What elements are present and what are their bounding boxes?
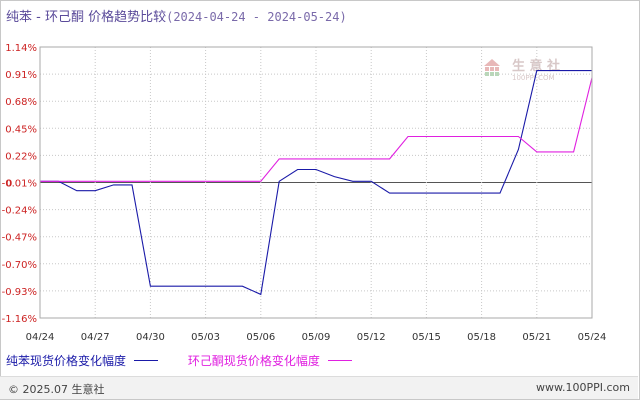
- footer-website-link[interactable]: www.100PPI.com: [536, 381, 630, 394]
- legend-label-cyclohexanone: 环己酮现货价格变化幅度: [187, 354, 320, 368]
- chart-svg: 生 意 社 100PPI.COM 1.14% 0.91% 0.68% 0.45% 0.2…: [2, 43, 607, 340]
- grid: [39, 46, 593, 319]
- y-tick-label: -0.93%: [2, 287, 37, 298]
- chart-title-period: (2024-04-24 - 2024-05-24): [166, 10, 347, 24]
- watermark-logo: 生 意 社 100PPI.COM: [484, 58, 560, 82]
- chart-title-main: 纯苯 - 环己酮 价格趋势比较: [6, 10, 167, 25]
- x-tick-label: 05/12: [357, 332, 386, 340]
- legend-label-benzene: 纯苯现货价格变化幅度: [6, 354, 127, 368]
- y-axis-ticks: 1.14% 0.91% 0.68% 0.45% 0.22% -0.01% -0.24% -0.…: [2, 43, 37, 325]
- footer: © 2025.07 生意社 www.100PPI.com: [0, 376, 638, 399]
- legend-swatch-benzene: [134, 360, 159, 361]
- y-tick-label: 0.91%: [5, 70, 37, 81]
- y-tick-label: 0.68%: [5, 97, 37, 108]
- x-tick-label: 05/21: [522, 332, 551, 340]
- x-tick-label: 05/24: [578, 332, 607, 340]
- x-tick-label: 05/09: [302, 332, 331, 340]
- chart-title: 纯苯 - 环己酮 价格趋势比较(2024-04-24 - 2024-05-24): [6, 6, 347, 25]
- x-axis-ticks: 04/24 04/27 04/30 05/03 05/06 05/09 05/12 05/15…: [26, 332, 607, 340]
- y-tick-label: -0.24%: [2, 206, 37, 217]
- x-tick-label: 04/27: [81, 332, 110, 340]
- watermark-url: 100PPI.COM: [512, 74, 555, 82]
- y-zero-label: 0: [6, 179, 12, 190]
- y-tick-label: 0.45%: [5, 124, 37, 135]
- x-tick-label: 05/06: [246, 332, 275, 340]
- series-lines: [40, 70, 593, 296]
- y-tick-label: 1.14%: [5, 43, 37, 54]
- series-line-cyclohexanone: [40, 77, 593, 182]
- legend-item-cyclohexanone: 环己酮现货价格变化幅度: [188, 352, 352, 369]
- y-tick-label: 0.22%: [5, 151, 37, 162]
- x-tick-label: 05/03: [191, 332, 220, 340]
- legend: 纯苯现货价格变化幅度 环己酮现货价格变化幅度: [6, 352, 378, 369]
- y-tick-label: -0.47%: [2, 233, 37, 244]
- plot-border: [39, 46, 593, 319]
- legend-item-benzene: 纯苯现货价格变化幅度: [6, 352, 159, 369]
- series-line-benzene: [40, 70, 592, 296]
- y-tick-label: -1.16%: [2, 314, 37, 325]
- x-tick-label: 05/15: [412, 332, 441, 340]
- x-tick-label: 04/30: [136, 332, 165, 340]
- watermark-text: 生 意 社: [512, 58, 560, 74]
- legend-swatch-cyclohexanone: [327, 360, 352, 361]
- y-tick-label: -0.01%: [2, 179, 37, 190]
- x-tick-label: 05/18: [467, 332, 496, 340]
- x-tick-label: 04/24: [26, 332, 55, 340]
- y-tick-label: -0.70%: [2, 260, 37, 271]
- footer-copyright: © 2025.07 生意社: [8, 383, 105, 396]
- watermark-logo-icon: [484, 59, 500, 76]
